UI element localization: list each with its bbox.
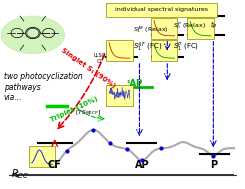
Text: $[TS_{MECP}]$: $[TS_{MECP}]$ [75, 108, 102, 117]
Text: LLSO
Cl: LLSO Cl [93, 53, 106, 64]
Text: ¹AP: ¹AP [126, 79, 142, 88]
FancyBboxPatch shape [187, 18, 214, 39]
Ellipse shape [1, 16, 64, 53]
Text: $t_P$: $t_P$ [210, 20, 217, 31]
Text: Singlet S₁ (90%): Singlet S₁ (90%) [61, 47, 117, 89]
FancyBboxPatch shape [151, 40, 177, 61]
Text: $S_1^{P}$ (FC): $S_1^{P}$ (FC) [173, 40, 199, 53]
FancyBboxPatch shape [106, 40, 133, 61]
Text: $S_1^{AF}$ (FC): $S_1^{AF}$ (FC) [133, 40, 163, 53]
Text: $R_{CC}$: $R_{CC}$ [11, 168, 29, 181]
Text: two photocyclization
pathways
via...: two photocyclization pathways via... [4, 72, 83, 102]
FancyBboxPatch shape [106, 3, 218, 17]
Text: P: P [210, 160, 217, 170]
Text: Triplet (10%): Triplet (10%) [49, 96, 99, 123]
FancyBboxPatch shape [151, 18, 177, 39]
Text: CF: CF [48, 160, 61, 170]
Text: $S_1^{AF}$ (Relax): $S_1^{AF}$ (Relax) [133, 24, 169, 35]
Text: individual spectral signatures: individual spectral signatures [115, 7, 208, 12]
FancyBboxPatch shape [106, 85, 133, 106]
FancyBboxPatch shape [29, 146, 55, 167]
Text: $S_0^{P}$ (Relax): $S_0^{P}$ (Relax) [173, 20, 206, 31]
Text: AP: AP [135, 160, 149, 170]
